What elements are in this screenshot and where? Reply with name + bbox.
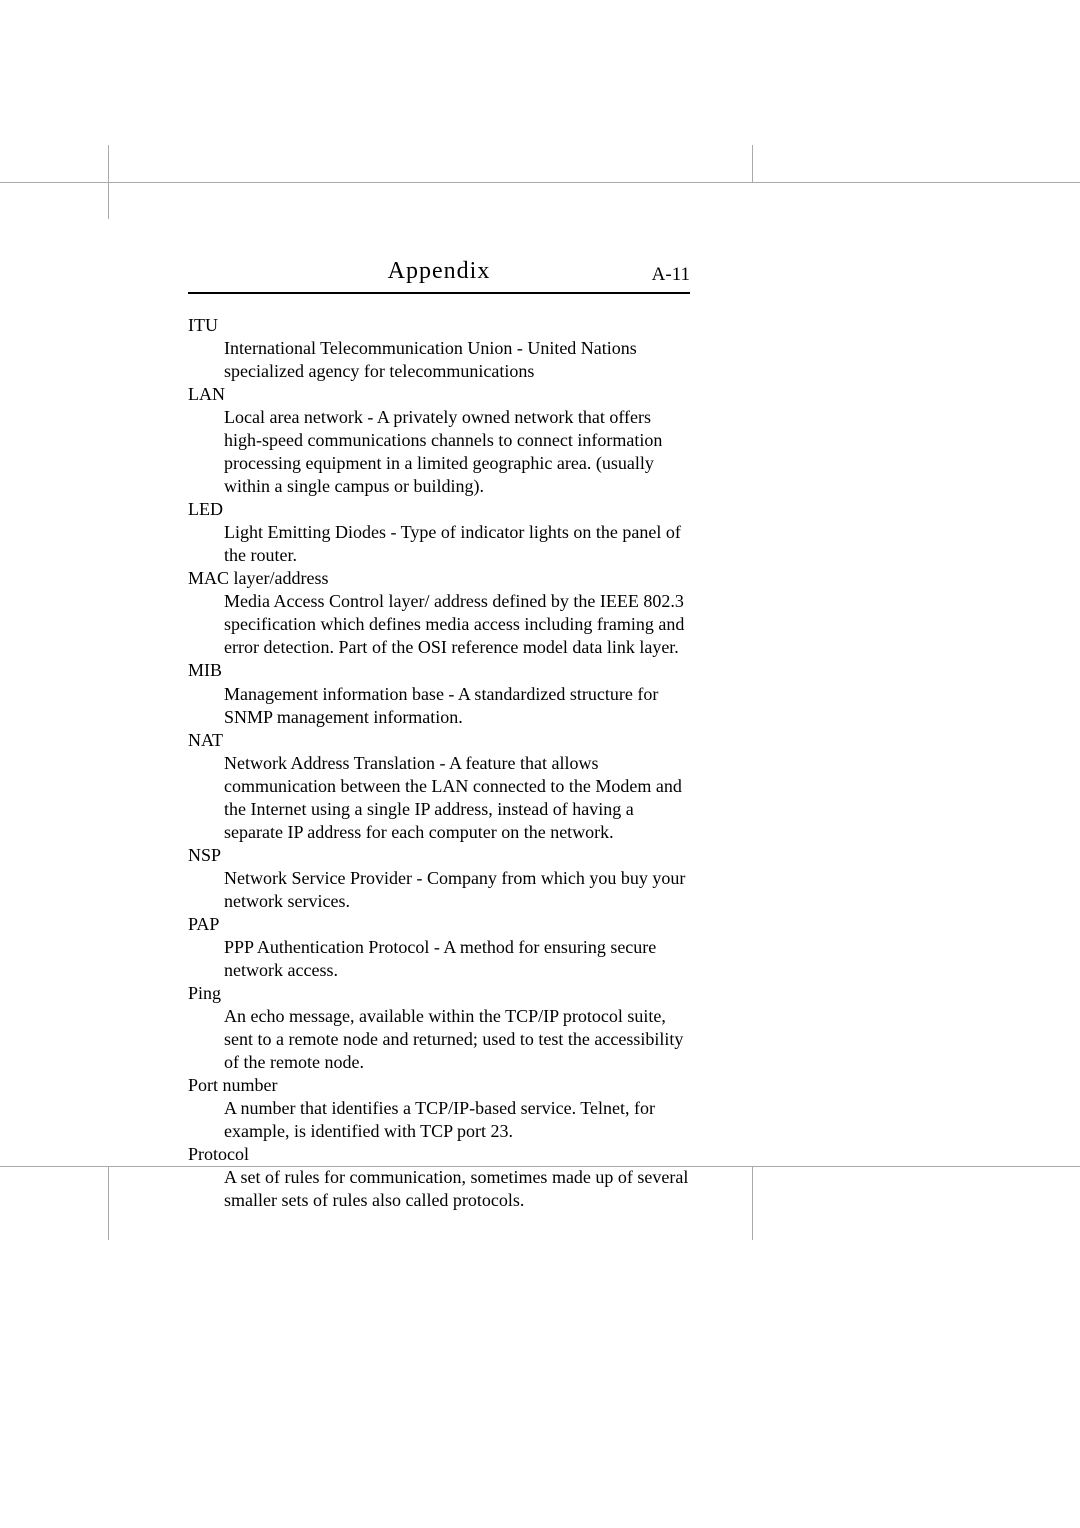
glossary-term: LAN bbox=[188, 383, 690, 406]
page-header: Appendix A-11 bbox=[188, 258, 690, 294]
glossary-definition: Light Emitting Diodes - Type of indicato… bbox=[188, 521, 690, 567]
glossary-term: ITU bbox=[188, 314, 690, 337]
page-number: A-11 bbox=[652, 264, 690, 286]
glossary-term: PAP bbox=[188, 913, 690, 936]
glossary-definition: PPP Authentication Protocol - A method f… bbox=[188, 936, 690, 982]
frame-line-top-right bbox=[108, 182, 1080, 183]
glossary-entry: NSP Network Service Provider - Company f… bbox=[188, 844, 690, 913]
glossary-definition: International Telecommunication Union - … bbox=[188, 337, 690, 383]
glossary-entry: Port number A number that identifies a T… bbox=[188, 1074, 690, 1143]
glossary-entry: NAT Network Address Translation - A feat… bbox=[188, 729, 690, 844]
glossary-definition: A number that identifies a TCP/IP-based … bbox=[188, 1097, 690, 1143]
glossary-term: Port number bbox=[188, 1074, 690, 1097]
glossary-entry: ITU International Telecommunication Unio… bbox=[188, 314, 690, 383]
glossary-term: NSP bbox=[188, 844, 690, 867]
frame-line-vert-left-top bbox=[108, 145, 109, 219]
frame-line-vert-right-bottom bbox=[752, 1166, 753, 1240]
glossary-entry: PAP PPP Authentication Protocol - A meth… bbox=[188, 913, 690, 982]
glossary-term: Ping bbox=[188, 982, 690, 1005]
glossary-entry: MIB Management information base - A stan… bbox=[188, 659, 690, 728]
page-title: Appendix bbox=[388, 258, 491, 285]
glossary-definition: Network Address Translation - A feature … bbox=[188, 752, 690, 844]
glossary-entry: Protocol A set of rules for communicatio… bbox=[188, 1143, 690, 1212]
glossary-term: MAC layer/address bbox=[188, 567, 690, 590]
glossary-definition: A set of rules for communication, someti… bbox=[188, 1166, 690, 1212]
frame-line-vert-left-bottom bbox=[108, 1166, 109, 1240]
frame-line-top-left bbox=[0, 182, 108, 183]
glossary-definition: Media Access Control layer/ address defi… bbox=[188, 590, 690, 659]
glossary-entry: MAC layer/address Media Access Control l… bbox=[188, 567, 690, 659]
glossary-definition: Management information base - A standard… bbox=[188, 683, 690, 729]
glossary-entry: LED Light Emitting Diodes - Type of indi… bbox=[188, 498, 690, 567]
glossary-definition: Network Service Provider - Company from … bbox=[188, 867, 690, 913]
glossary-entry: LAN Local area network - A privately own… bbox=[188, 383, 690, 498]
glossary-definition: Local area network - A privately owned n… bbox=[188, 406, 690, 498]
glossary-definition: An echo message, available within the TC… bbox=[188, 1005, 690, 1074]
glossary-entry: Ping An echo message, available within t… bbox=[188, 982, 690, 1074]
frame-line-vert-right-top bbox=[752, 145, 753, 183]
glossary-content: ITU International Telecommunication Unio… bbox=[188, 314, 690, 1212]
glossary-term: MIB bbox=[188, 659, 690, 682]
glossary-term: NAT bbox=[188, 729, 690, 752]
glossary-term: Protocol bbox=[188, 1143, 690, 1166]
glossary-term: LED bbox=[188, 498, 690, 521]
